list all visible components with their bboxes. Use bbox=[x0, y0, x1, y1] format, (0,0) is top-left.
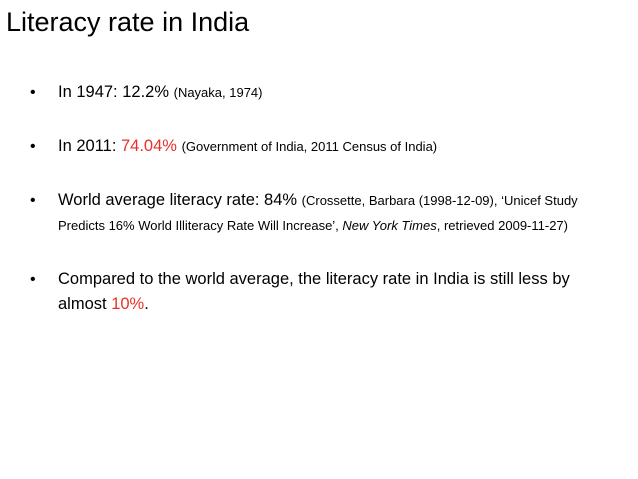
bullet-dot-icon: • bbox=[30, 84, 36, 101]
bullet-source-part2: , retrieved 2009-11-27) bbox=[436, 218, 568, 233]
bullet-source: (Nayaka, 1974) bbox=[173, 85, 263, 100]
bullet-highlight-value: 10% bbox=[111, 295, 145, 313]
bullet-dot-icon: • bbox=[30, 192, 36, 209]
bullet-main-text: World average literacy rate: 84% bbox=[58, 191, 298, 209]
bullet-item-1947: • In 1947: 12.2% (Nayaka, 1974) bbox=[30, 80, 620, 105]
slide-title: Literacy rate in India bbox=[6, 7, 250, 37]
bullet-list: • In 1947: 12.2% (Nayaka, 1974) • In 201… bbox=[30, 80, 620, 317]
bullet-main-text: In 1947: 12.2% bbox=[58, 83, 170, 101]
bullet-main-text: In 2011: bbox=[58, 137, 121, 155]
bullet-source-publication: New York Times bbox=[342, 218, 437, 233]
bullet-dot-icon: • bbox=[30, 271, 36, 288]
bullet-item-2011: • In 2011: 74.04% (Government of India, … bbox=[30, 134, 620, 159]
bullet-highlight-value: 74.04% bbox=[121, 137, 177, 155]
bullet-source: (Government of India, 2011 Census of Ind… bbox=[181, 139, 438, 154]
bullet-item-world-average: • World average literacy rate: 84% (Cros… bbox=[30, 188, 620, 238]
bullet-source: (Crossette, Barbara (1998-12-09), ‘Unice… bbox=[58, 193, 578, 233]
bullet-dot-icon: • bbox=[30, 138, 36, 155]
bullet-source-part1: (Crossette, Barbara (1998-12-09), ‘Unice… bbox=[58, 193, 578, 233]
bullet-item-comparison: • Compared to the world average, the lit… bbox=[30, 267, 620, 317]
bullet-main-text: Compared to the world average, the liter… bbox=[58, 270, 570, 313]
bullet-main-suffix: . bbox=[144, 295, 149, 313]
